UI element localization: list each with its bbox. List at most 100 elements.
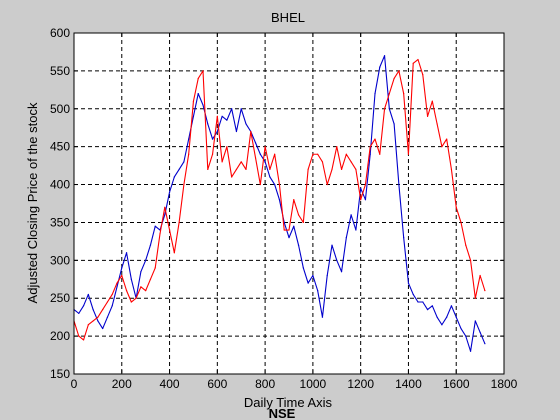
series-2-point (321, 161, 324, 163)
series-2-point (102, 308, 104, 311)
series-2-point (484, 290, 486, 292)
series-2-point (455, 206, 457, 208)
series-1-point (231, 108, 233, 110)
series-1-point (254, 142, 257, 144)
plot-area (74, 33, 504, 374)
series-2-point (231, 176, 233, 178)
series-1-point (235, 130, 238, 133)
series-2-point (283, 229, 285, 231)
series-1-point (154, 225, 156, 227)
series-1-point (202, 104, 204, 106)
series-1-point (431, 305, 433, 307)
series-2-point (446, 138, 448, 140)
series-1-point (140, 271, 142, 273)
series-1-point (183, 161, 185, 163)
series-1-point (350, 214, 352, 216)
series-1-point (188, 138, 190, 140)
y-tick-label: 450 (50, 140, 70, 154)
series-2-point (379, 153, 381, 155)
series-1-point (369, 153, 371, 155)
series-1-point (312, 274, 314, 277)
series-2-point (149, 278, 152, 280)
series-2-point (259, 183, 261, 186)
series-2-point (269, 168, 271, 170)
series-1-point (207, 123, 209, 125)
series-2-point (207, 168, 209, 170)
y-tick-label: 200 (50, 329, 70, 343)
series-2-point (422, 74, 424, 76)
series-1-point (336, 259, 338, 261)
series-1-point (288, 237, 290, 239)
series-2-point (154, 267, 156, 269)
series-layer (73, 55, 486, 352)
y-tick-label: 250 (50, 291, 70, 305)
series-2-point (460, 221, 462, 224)
series-1-point (465, 335, 467, 337)
series-2-point (250, 130, 252, 133)
series-2-point (164, 206, 166, 208)
series-1-point (417, 301, 419, 303)
series-2-point (293, 199, 295, 201)
series-1-point (121, 267, 123, 269)
series-1-point (164, 214, 166, 216)
series-1-point (307, 282, 309, 284)
series-2-point (393, 77, 395, 80)
series-1-point (87, 293, 89, 296)
series-2-point (245, 168, 247, 170)
series-2-point (426, 115, 429, 117)
series-1-point (407, 282, 410, 284)
series-2-point (178, 221, 180, 224)
series-2-point (168, 229, 171, 231)
series-1-point (403, 237, 405, 239)
series-2-point (403, 93, 405, 95)
series-1-point (455, 316, 457, 318)
series-1-point (469, 350, 472, 352)
series-1-point (302, 267, 304, 269)
series-1-point (278, 199, 281, 201)
series-1-point (321, 316, 324, 318)
x-tick-label: 800 (255, 377, 275, 391)
series-2-point (111, 293, 113, 296)
series-2-point (317, 153, 319, 155)
series-1-point (345, 237, 347, 239)
x-tick-label: 1200 (347, 377, 374, 391)
series-1-point (398, 183, 400, 186)
series-1-point (274, 183, 276, 186)
series-1-point (317, 290, 319, 292)
x-tick-label: 1800 (491, 377, 518, 391)
series-1-point (168, 191, 171, 193)
series-2-point (360, 199, 362, 201)
series-2-point (125, 290, 128, 292)
series-2-point (135, 297, 137, 299)
series-2-group (73, 58, 486, 341)
series-2-point (264, 146, 266, 148)
y-tick-label: 400 (50, 178, 70, 192)
series-2-point (479, 274, 481, 277)
series-2-point (412, 62, 414, 64)
series-2-point (188, 153, 190, 155)
series-1-point (441, 324, 443, 326)
series-2-point (383, 108, 386, 110)
series-1-point (269, 176, 271, 178)
series-1-point (446, 316, 448, 318)
series-1-point (226, 119, 228, 121)
series-2-point (78, 335, 80, 337)
series-1-point (102, 327, 104, 330)
series-2-point (221, 161, 223, 163)
series-1-point (379, 66, 381, 68)
series-2-point (450, 168, 453, 170)
series-2-point (331, 168, 333, 170)
series-2-point (145, 290, 147, 292)
series-1-point (374, 93, 376, 95)
ticks: 0 200 400 600 800 1000 1200 1400 1600 1800 150 200 2… (50, 26, 518, 391)
series-2-point (278, 183, 281, 186)
series-1-point (331, 244, 333, 246)
chart-title: BHEL (271, 10, 305, 25)
series-1-point (293, 225, 295, 227)
y-tick-label: 350 (50, 215, 70, 229)
series-2-point (326, 183, 328, 186)
series-1-point (479, 331, 481, 333)
series-2-point (130, 301, 132, 303)
series-1-point (116, 286, 118, 288)
x-tick-label: 0 (71, 377, 78, 391)
